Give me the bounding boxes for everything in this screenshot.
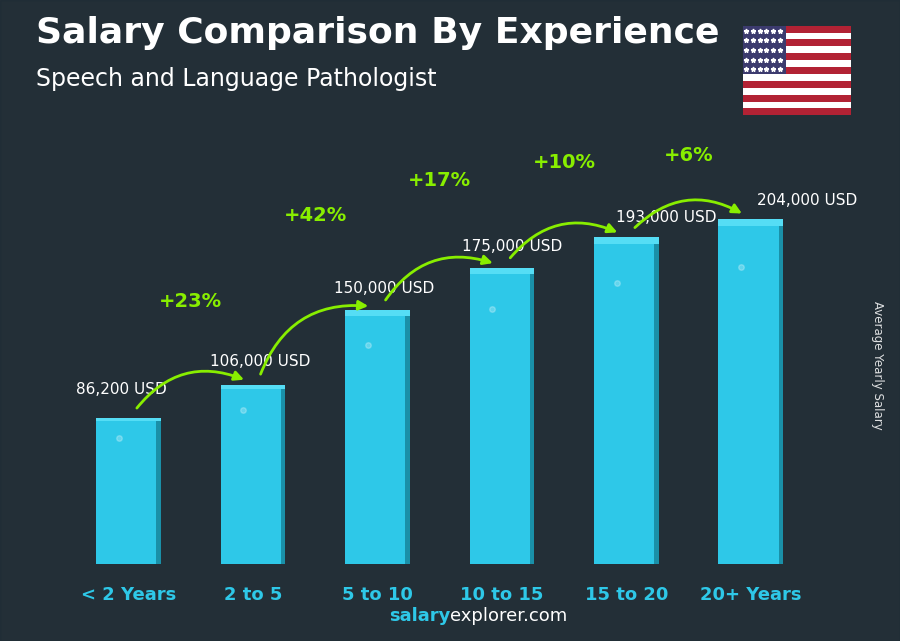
Text: 15 to 20: 15 to 20 [585,586,668,604]
Bar [157,421,161,564]
Text: 2 to 5: 2 to 5 [224,586,283,604]
Text: < 2 Years: < 2 Years [81,586,176,604]
Text: +6%: +6% [664,146,714,165]
Bar [96,421,161,564]
Bar [594,237,659,244]
Bar [470,268,535,274]
Bar [594,244,659,564]
Text: 106,000 USD: 106,000 USD [210,354,310,369]
Text: Salary Comparison By Experience: Salary Comparison By Experience [36,16,719,50]
Bar [742,26,850,33]
Text: +23%: +23% [159,292,222,311]
Bar [742,33,850,40]
Bar [742,46,850,53]
Text: 10 to 15: 10 to 15 [460,586,544,604]
Bar [405,315,410,564]
Text: 204,000 USD: 204,000 USD [757,194,858,208]
Text: Average Yearly Salary: Average Yearly Salary [871,301,884,429]
Bar [742,67,850,74]
Text: explorer.com: explorer.com [450,607,567,625]
Text: salary: salary [389,607,450,625]
Text: 86,200 USD: 86,200 USD [76,383,167,397]
Bar [742,53,850,60]
Text: 175,000 USD: 175,000 USD [463,240,562,254]
Bar [742,74,850,81]
Bar [220,385,285,388]
Bar [778,226,783,564]
Bar [220,388,285,564]
Bar [96,418,161,421]
Bar [346,315,410,564]
Bar [346,310,410,315]
Text: 5 to 10: 5 to 10 [342,586,413,604]
Bar [654,244,659,564]
Bar [742,108,850,115]
Text: +42%: +42% [284,206,346,225]
Text: 193,000 USD: 193,000 USD [616,210,717,224]
Bar [742,81,850,88]
Bar [742,40,850,46]
Text: +10%: +10% [533,153,596,172]
Bar [530,274,535,564]
Text: 20+ Years: 20+ Years [700,586,802,604]
Text: 150,000 USD: 150,000 USD [334,281,434,296]
Bar [281,388,285,564]
Bar [742,88,850,95]
Bar [470,274,535,564]
Text: +17%: +17% [409,171,472,190]
Text: Speech and Language Pathologist: Speech and Language Pathologist [36,67,436,91]
Bar [742,60,850,67]
Bar [718,226,783,564]
Bar [742,26,786,74]
Bar [742,95,850,101]
Bar [718,219,783,226]
Bar [742,101,850,108]
